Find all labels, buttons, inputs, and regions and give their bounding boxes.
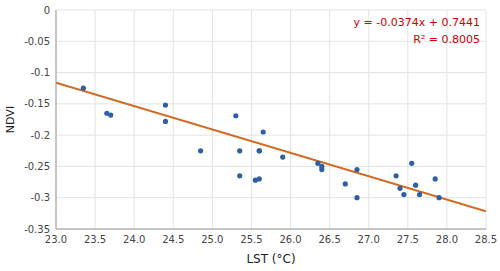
scatter-point	[237, 148, 242, 153]
scatter-point	[343, 181, 348, 186]
scatter-point	[393, 173, 398, 178]
y-axis-label: NDVI	[4, 106, 17, 133]
scatter-point	[433, 176, 438, 181]
scatter-point	[397, 186, 402, 191]
scatter-point	[261, 129, 266, 134]
y-tick-label: -0.2	[30, 130, 50, 141]
scatter-point	[81, 86, 86, 91]
grid-line-y	[56, 103, 486, 104]
grid-line-x	[95, 10, 96, 229]
scatter-point	[436, 195, 441, 200]
scatter-point	[319, 164, 324, 169]
x-tick-label: 27.0	[358, 234, 380, 245]
grid-line-y	[56, 229, 486, 230]
grid-line-x	[290, 10, 291, 229]
x-tick-label: 23.5	[84, 234, 106, 245]
scatter-point	[413, 183, 418, 188]
x-tick-label: 24.0	[123, 234, 145, 245]
scatter-point	[233, 113, 238, 118]
grid-line-y	[56, 10, 486, 11]
scatter-point	[354, 167, 359, 172]
chart: 23.0 23.5 24.0 24.5 25.0 25.5 26.0 26.5 27.0 27.5…	[0, 0, 500, 271]
scatter-point	[257, 148, 262, 153]
annotation: R² = 0.8005	[413, 33, 480, 46]
scatter-point	[108, 113, 113, 118]
x-tick-label: 27.5	[397, 234, 419, 245]
y-tick-label: -0.35	[24, 224, 50, 235]
scatter-point	[354, 195, 359, 200]
axes: 23.0 23.5 24.0 24.5 25.0 25.5 26.0 26.5 27.0 27.5…	[24, 5, 497, 246]
grid-line-y	[56, 135, 486, 136]
x-tick-label: 25.0	[201, 234, 223, 245]
grid-line-x	[56, 10, 57, 229]
y-tick-label: -0.1	[30, 67, 50, 78]
x-tick-label: 24.5	[162, 234, 184, 245]
scatter-point	[280, 154, 285, 159]
x-tick-label: 28.5	[475, 234, 497, 245]
grid-line-x	[134, 10, 135, 229]
grid-line-x	[251, 10, 252, 229]
x-tick-label: 25.5	[240, 234, 262, 245]
scatter-point	[163, 119, 168, 124]
scatter-point	[409, 161, 414, 166]
grid-line-x	[407, 10, 408, 229]
trend-line	[56, 83, 486, 212]
y-tick-label: -0.3	[30, 192, 50, 203]
grid-line-y	[56, 197, 486, 198]
x-axis-label: LST (°C)	[246, 252, 295, 266]
annotations: y = -0.0374x + 0.7441 R² = 0.8005	[354, 16, 480, 46]
grid-line-y	[56, 166, 486, 167]
scatter-point	[417, 192, 422, 197]
grid-line-x	[368, 10, 369, 229]
scatter-point	[237, 173, 242, 178]
scatter-point	[198, 148, 203, 153]
grid	[56, 10, 486, 229]
y-tick-label: -0.15	[24, 98, 50, 109]
x-tick-label: 23.0	[45, 234, 67, 245]
x-axis-line	[56, 229, 486, 230]
scatter-point	[257, 176, 262, 181]
grid-line-x	[329, 10, 330, 229]
scatter-point	[401, 192, 406, 197]
y-tick-label: -0.05	[24, 36, 50, 47]
y-tick-label: 0	[44, 5, 50, 16]
y-tick-label: -0.25	[24, 161, 50, 172]
plot-area	[56, 83, 486, 212]
grid-line-x	[173, 10, 174, 229]
x-tick-label: 28.0	[436, 234, 458, 245]
x-tick-label: 26.5	[319, 234, 341, 245]
grid-line-y	[56, 72, 486, 73]
grid-line-x	[486, 10, 487, 229]
y-axis-line	[56, 10, 57, 229]
grid-line-x	[212, 10, 213, 229]
x-tick-label: 26.0	[279, 234, 301, 245]
scatter-point	[257, 148, 262, 153]
scatter-point	[163, 103, 168, 108]
annotation: y = -0.0374x + 0.7441	[354, 16, 480, 29]
